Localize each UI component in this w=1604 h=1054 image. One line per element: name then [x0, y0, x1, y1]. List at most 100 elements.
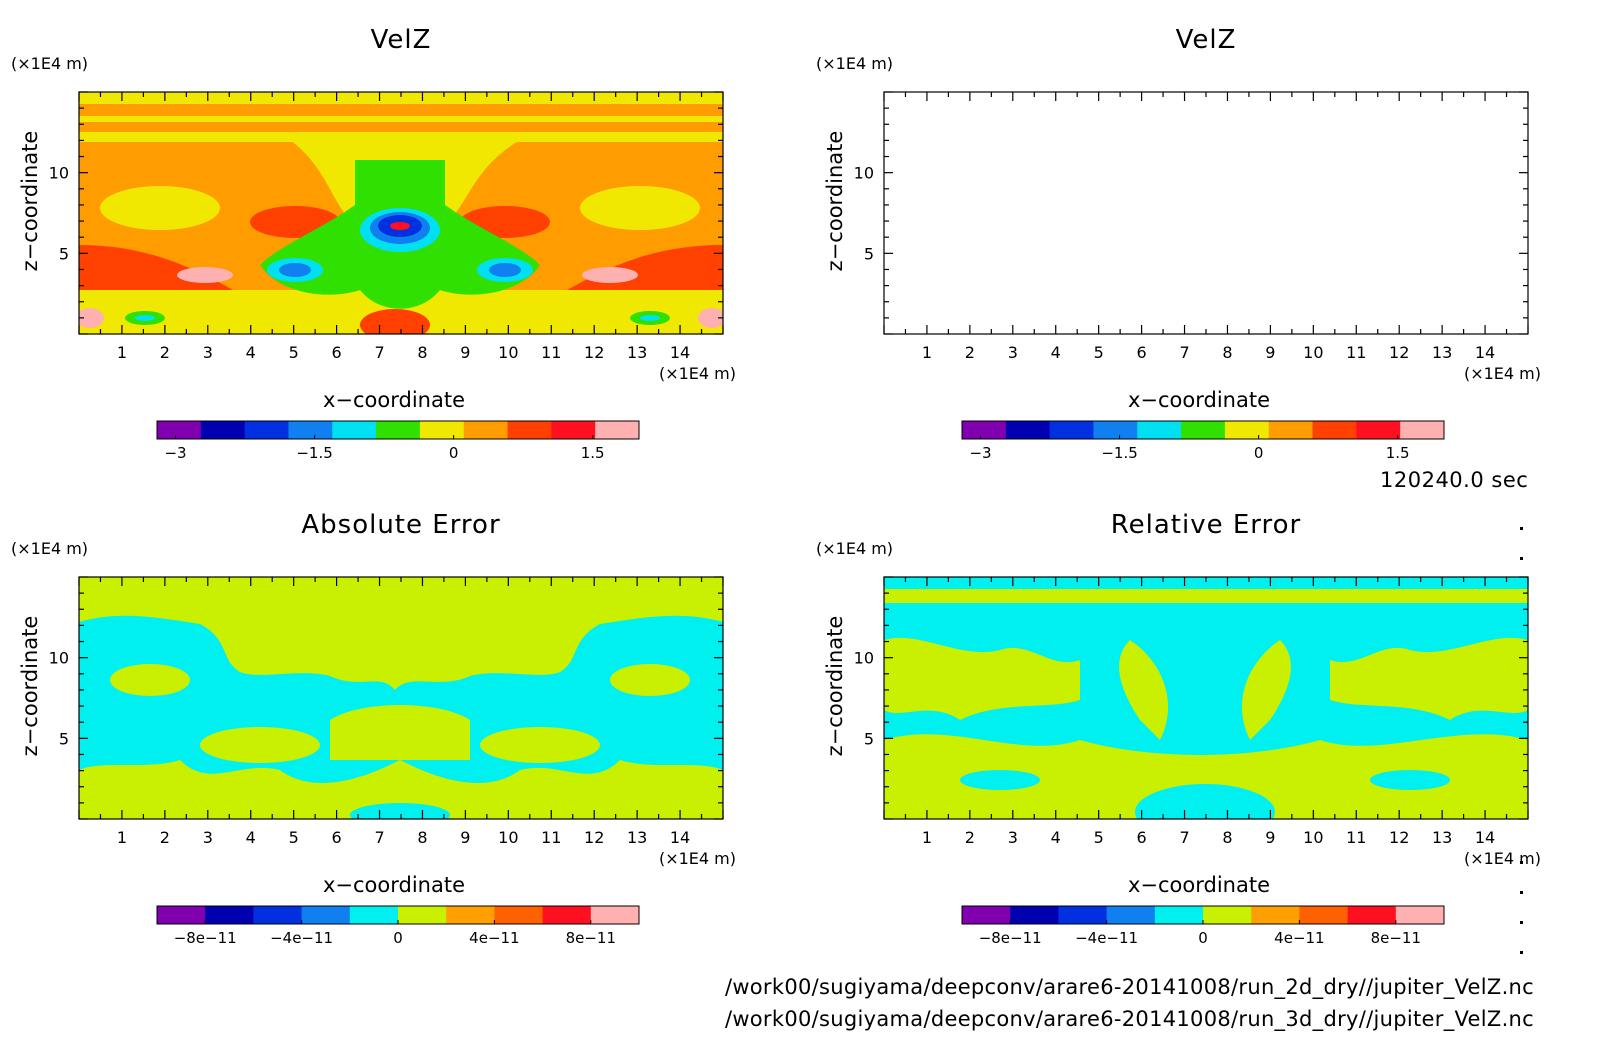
x-tick-label: 2: [965, 828, 975, 847]
colorbar-tick-label: −8e−11: [979, 929, 1042, 947]
x-tick-label: 12: [584, 828, 604, 847]
colorbar-swatch: [507, 421, 552, 439]
x-tick-label: 6: [1137, 828, 1147, 847]
x-axis-label: x−coordinate: [323, 873, 465, 897]
x-tick-label: 8: [417, 828, 427, 847]
colorbar-swatch: [398, 906, 447, 924]
colorbar-swatch: [1005, 421, 1051, 439]
colorbar-swatch: [446, 906, 495, 924]
x-tick-label: 2: [965, 343, 975, 362]
chart-title: Absolute Error: [301, 510, 500, 540]
colorbar-tick-label: 0: [449, 444, 459, 462]
colorbar-swatch: [595, 421, 640, 439]
y-tick-label: 10: [49, 649, 69, 668]
x-tick-label: 4: [246, 343, 256, 362]
colorbar-frame: [961, 420, 1445, 440]
velz-field-run2d: [79, 92, 723, 334]
y-unit-label: (×1E4 m): [816, 539, 893, 558]
colorbar-swatch: [1093, 421, 1138, 439]
source-file-3d: /work00/sugiyama/deepconv/arare6-2014100…: [724, 1007, 1534, 1031]
colorbar-tick-label: 4e−11: [1274, 929, 1324, 947]
x-tick-label: 5: [289, 343, 299, 362]
dot-marker: [1520, 557, 1523, 560]
x-tick-label: 10: [1303, 828, 1323, 847]
colorbar-tick-label: 0: [1198, 929, 1208, 947]
colorbar-swatch: [157, 421, 202, 439]
x-tick-label: 7: [1179, 343, 1189, 362]
colorbar-swatch: [1400, 421, 1445, 439]
dot-marker: [1520, 527, 1523, 530]
x-tick-label: 10: [498, 828, 518, 847]
colorbar-swatch: [1137, 421, 1182, 439]
x-tick-label: 5: [1094, 828, 1104, 847]
x-tick-label: 3: [1008, 343, 1018, 362]
colorbar-swatch: [288, 421, 333, 439]
x-tick-label: 12: [1389, 828, 1409, 847]
colorbar-swatch: [1181, 421, 1226, 439]
absolute-error-field: [79, 577, 723, 819]
x-tick-label: 9: [460, 343, 470, 362]
x-tick-label: 14: [670, 343, 690, 362]
colorbar-swatch: [349, 906, 399, 924]
colorbar-tick-label: 0: [1254, 444, 1264, 462]
chart-title: Relative Error: [1111, 510, 1302, 540]
x-tick-label: 9: [1265, 343, 1275, 362]
colorbar-tick-label: −4e−11: [1075, 929, 1138, 947]
colorbar-tick-label: −1.5: [296, 444, 332, 462]
x-tick-label: 8: [1222, 828, 1232, 847]
x-tick-label: 4: [1051, 828, 1061, 847]
x-unit-label: (×1E4 m): [659, 364, 736, 383]
x-tick-label: 1: [922, 343, 932, 362]
x-tick-label: 6: [1137, 343, 1147, 362]
x-tick-label: 14: [1475, 828, 1495, 847]
y-tick-label: 10: [854, 164, 874, 183]
y-tick-label: 10: [49, 164, 69, 183]
x-tick-label: 7: [374, 828, 384, 847]
x-tick-label: 14: [1475, 343, 1495, 362]
colorbar-tick-label: −3: [164, 444, 186, 462]
y-tick-label: 5: [864, 244, 874, 263]
x-tick-label: 12: [1389, 343, 1409, 362]
x-axis-label: x−coordinate: [323, 388, 465, 412]
source-file-2d: /work00/sugiyama/deepconv/arare6-2014100…: [724, 975, 1534, 999]
x-tick-label: 3: [203, 343, 213, 362]
x-tick-label: 12: [584, 343, 604, 362]
y-axis-label: z−coordinate: [823, 131, 847, 272]
dot-marker: [1520, 921, 1523, 924]
colorbar-swatch: [1312, 421, 1357, 439]
colorbar-swatch: [1224, 421, 1270, 439]
colorbar-swatch: [1010, 906, 1059, 924]
colorbar-swatch: [494, 906, 544, 924]
x-tick-label: 14: [670, 828, 690, 847]
colorbar-swatch: [551, 421, 596, 439]
velz-field-run3d: [881, 92, 1531, 341]
colorbar-swatch: [542, 906, 592, 924]
colorbar-tick-label: 8e−11: [566, 929, 616, 947]
colorbar-tick-label: −8e−11: [174, 929, 237, 947]
x-tick-label: 9: [460, 828, 470, 847]
x-unit-label: (×1E4 m): [1464, 849, 1541, 868]
colorbar-swatch: [962, 906, 1011, 924]
x-tick-label: 11: [1346, 343, 1366, 362]
colorbar-swatch: [1395, 906, 1445, 924]
dot-marker: [1520, 861, 1523, 864]
colorbar-swatch: [1268, 421, 1314, 439]
colorbar-swatch: [1058, 906, 1108, 924]
x-tick-label: 11: [541, 828, 561, 847]
x-tick-label: 6: [332, 343, 342, 362]
relative-error-field: [884, 577, 1528, 819]
colorbar-tick-label: −4e−11: [270, 929, 333, 947]
colorbar-tick-label: 1.5: [1386, 444, 1410, 462]
x-tick-label: 13: [627, 343, 647, 362]
colorbar-swatch: [244, 421, 289, 439]
x-tick-label: 8: [1222, 343, 1232, 362]
colorbar-swatch: [1049, 421, 1094, 439]
colorbar-swatch: [1106, 906, 1156, 924]
y-unit-label: (×1E4 m): [11, 539, 88, 558]
dot-marker: [1520, 951, 1523, 954]
x-axis-label: x−coordinate: [1128, 873, 1270, 897]
colorbar-swatch: [1203, 906, 1252, 924]
x-tick-label: 1: [922, 828, 932, 847]
colorbar-swatch: [1356, 421, 1401, 439]
colorbar-swatch: [463, 421, 509, 439]
